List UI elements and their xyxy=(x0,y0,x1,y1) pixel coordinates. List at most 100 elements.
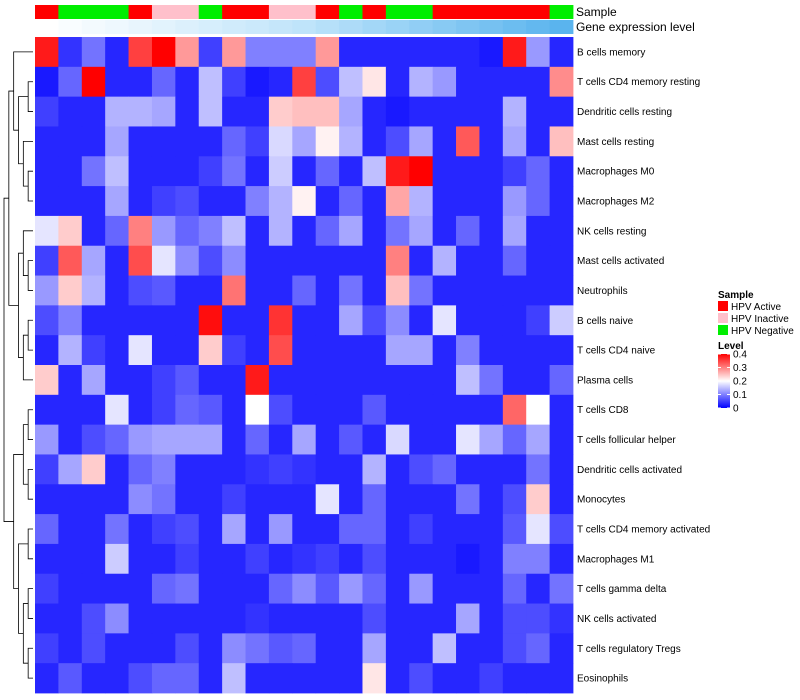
heatmap-cell xyxy=(456,514,480,545)
expression-annotation-cell xyxy=(479,20,504,34)
heatmap-cell xyxy=(198,335,223,366)
heatmap-cell xyxy=(268,66,293,98)
heatmap-cell xyxy=(198,454,223,485)
heatmap-cell xyxy=(222,215,246,247)
heatmap-cell xyxy=(105,215,129,247)
heatmap-cell xyxy=(245,245,270,276)
expression-annotation-cell xyxy=(385,20,410,34)
heatmap-cell xyxy=(245,215,270,247)
heatmap-cell xyxy=(385,37,410,68)
heatmap-cell xyxy=(175,305,200,336)
heatmap-cell xyxy=(128,454,153,485)
heatmap-cell xyxy=(409,365,434,396)
heatmap-cell xyxy=(222,37,246,68)
expression-annotation-cell xyxy=(526,20,551,34)
heatmap-cell xyxy=(479,96,504,127)
heatmap-cell xyxy=(385,633,410,664)
expression-annotation-cell xyxy=(502,20,527,34)
heatmap-cell xyxy=(35,603,59,634)
heatmap-cell xyxy=(105,454,129,485)
heatmap-cell xyxy=(385,126,410,157)
heatmap-cell xyxy=(549,663,574,694)
dendrogram-branch xyxy=(18,252,24,358)
expression-annotation-cell xyxy=(81,20,106,34)
row-label: Macrophages M0 xyxy=(577,167,655,178)
expression-annotation-cell xyxy=(339,20,363,34)
heatmap-cell xyxy=(549,335,574,366)
heatmap-cell xyxy=(105,543,129,575)
heatmap-cell xyxy=(526,454,551,485)
heatmap-cell xyxy=(339,454,363,485)
heatmap-cell xyxy=(362,305,387,336)
heatmap-cell xyxy=(58,573,83,604)
heatmap-cell xyxy=(315,215,340,247)
heatmap-cell xyxy=(222,394,246,426)
heatmap-cell xyxy=(385,514,410,545)
heatmap-cell xyxy=(526,633,551,664)
heatmap-cell xyxy=(502,96,527,127)
heatmap-cell xyxy=(175,484,200,515)
heatmap-cell xyxy=(81,484,106,515)
heatmap-cell xyxy=(339,663,363,694)
heatmap-cell xyxy=(35,335,59,366)
heatmap-cell xyxy=(81,424,106,455)
heatmap-cell xyxy=(502,66,527,98)
heatmap-cell xyxy=(339,305,363,336)
heatmap-cell xyxy=(105,156,129,187)
heatmap-cell xyxy=(409,424,434,455)
sample-annotation-cell xyxy=(362,5,387,19)
heatmap-cell xyxy=(175,335,200,366)
heatmap-cell xyxy=(526,245,551,276)
heatmap-cell xyxy=(58,424,83,455)
heatmap-cell xyxy=(151,573,176,604)
heatmap-cell xyxy=(526,126,551,157)
heatmap-cell xyxy=(268,335,293,366)
heatmap-cell xyxy=(385,365,410,396)
heatmap-cell xyxy=(526,305,551,336)
dendrogram-branch xyxy=(27,319,33,351)
heatmap-cell xyxy=(502,365,527,396)
heatmap-cell xyxy=(222,454,246,485)
heatmap-cell xyxy=(268,245,293,276)
heatmap-cell xyxy=(245,543,270,575)
colorbar-tick-label: 0.2 xyxy=(733,377,747,388)
sample-annotation-cell xyxy=(81,5,106,19)
heatmap-cell xyxy=(268,215,293,247)
row-label: Eosinophils xyxy=(577,674,628,685)
heatmap-cell xyxy=(81,633,106,664)
expression-annotation-cell xyxy=(549,20,574,34)
heatmap-cell xyxy=(128,245,153,276)
heatmap-cell xyxy=(479,245,504,276)
heatmap-cell xyxy=(456,663,480,694)
heatmap-cell xyxy=(432,156,457,187)
heatmap-cell xyxy=(339,156,363,187)
row-dendrogram xyxy=(3,51,33,679)
expression-annotation-cell xyxy=(35,20,59,34)
heatmap-cell xyxy=(549,573,574,604)
heatmap-cell xyxy=(58,156,83,187)
colorbar-tick-label: 0.1 xyxy=(733,390,747,401)
heatmap-cell xyxy=(175,245,200,276)
heatmap-cell xyxy=(81,186,106,217)
heatmap-cell xyxy=(222,603,246,634)
heatmap-cell xyxy=(339,573,363,604)
heatmap-cell xyxy=(35,96,59,127)
colorbar-tick-label: 0 xyxy=(733,404,739,415)
heatmap-cell xyxy=(432,305,457,336)
row-label: T cells CD4 memory resting xyxy=(577,77,700,88)
heatmap-cell xyxy=(479,186,504,217)
heatmap-cell xyxy=(35,633,59,664)
heatmap-cell xyxy=(526,484,551,515)
heatmap-cell xyxy=(58,37,83,68)
heatmap-cell xyxy=(222,245,246,276)
heatmap-cell xyxy=(35,186,59,217)
heatmap-cell xyxy=(502,335,527,366)
sample-annotation-cell xyxy=(409,5,434,19)
heatmap-cell xyxy=(268,633,293,664)
heatmap-cell xyxy=(339,66,363,98)
heatmap-cell xyxy=(362,514,387,545)
heatmap-cell xyxy=(198,96,223,127)
heatmap-cell xyxy=(151,96,176,127)
heatmap-cell xyxy=(362,275,387,306)
heatmap-cell xyxy=(432,663,457,694)
